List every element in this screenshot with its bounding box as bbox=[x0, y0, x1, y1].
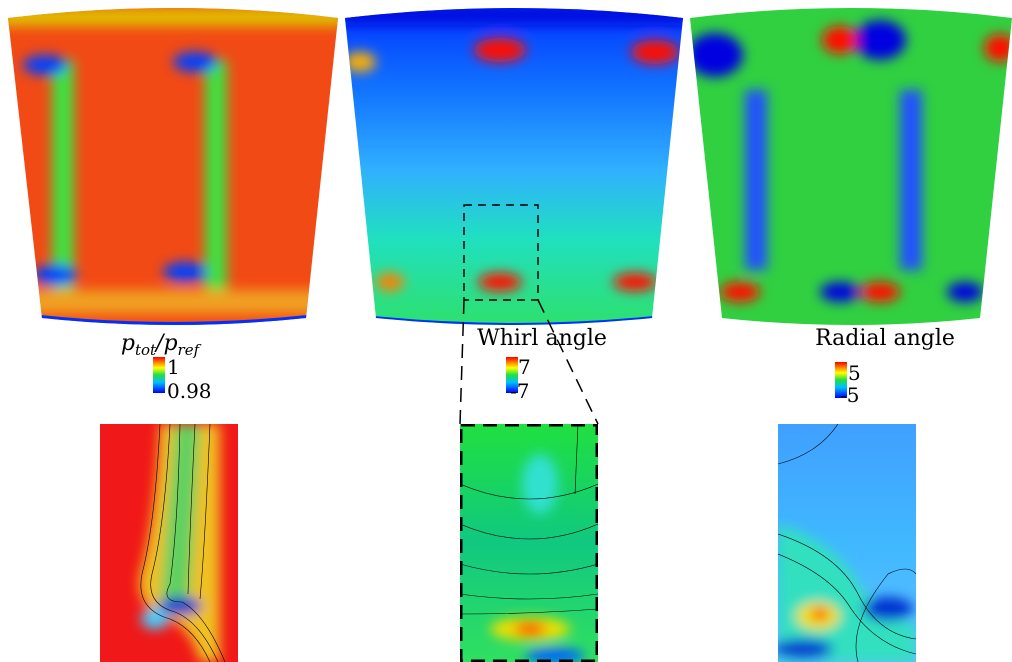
panel-label: Radial angle bbox=[815, 326, 955, 351]
colorbar-max: 5 bbox=[848, 361, 861, 385]
zoom-line bbox=[537, 299, 599, 425]
colorbar-max: 1 bbox=[167, 355, 180, 379]
radial-angle-field bbox=[690, 8, 1012, 325]
zoom-radial-angle bbox=[778, 424, 916, 662]
colorbar-min: -5 bbox=[840, 383, 859, 407]
zoom-whirl-angle bbox=[460, 424, 598, 662]
colorbar-min: 0.98 bbox=[167, 379, 212, 403]
zoom-total-pressure bbox=[100, 424, 238, 662]
colorbar-min: -7 bbox=[510, 379, 529, 403]
panel-label: Whirl angle bbox=[477, 326, 607, 351]
colorbar-max: 7 bbox=[518, 355, 531, 379]
colorbar bbox=[835, 362, 847, 398]
total-pressure-field bbox=[8, 8, 338, 325]
whirl-angle-field bbox=[345, 8, 683, 325]
colorbar bbox=[153, 357, 165, 393]
colorbar bbox=[506, 357, 518, 393]
panel-label: ptot/pref bbox=[121, 331, 202, 359]
